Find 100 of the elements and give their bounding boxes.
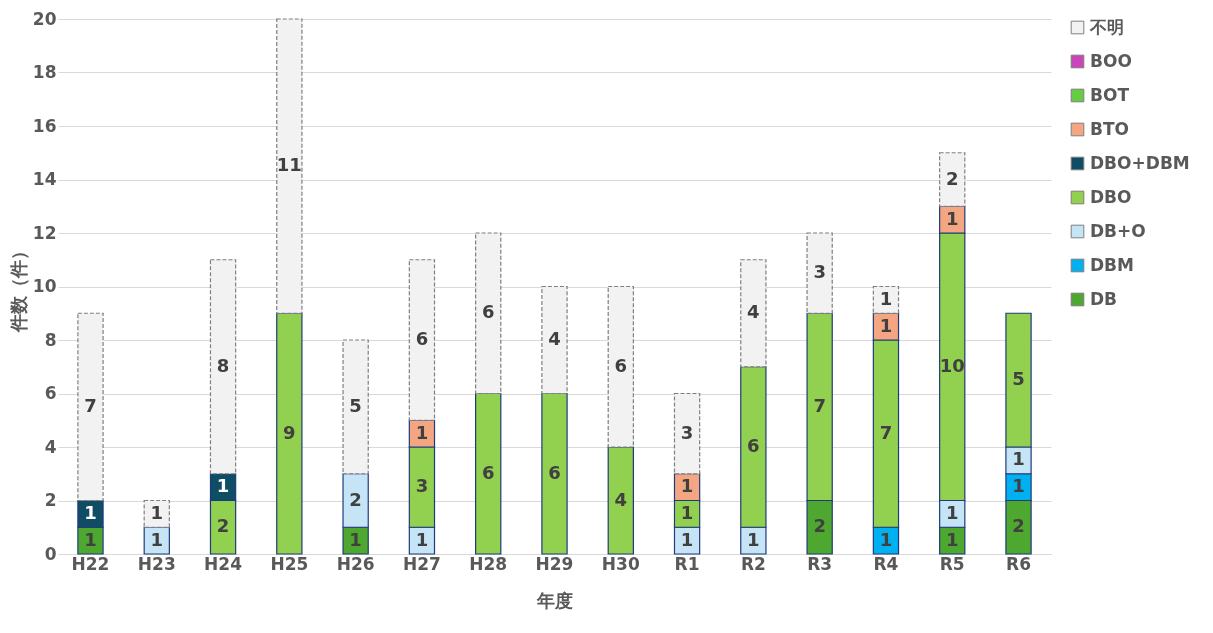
legend-label: BOO — [1090, 50, 1132, 71]
x-tick-label: R4 — [873, 553, 899, 574]
legend-label: DB+O — [1090, 220, 1146, 241]
x-tick-label: H25 — [270, 553, 309, 574]
bar — [806, 232, 833, 314]
data-label: 6 — [614, 354, 628, 376]
data-label: 1 — [349, 528, 362, 550]
data-label: 9 — [283, 421, 296, 443]
data-label: 5 — [349, 394, 362, 416]
data-label: 1 — [879, 287, 893, 309]
data-label: 1 — [747, 528, 760, 550]
legend-label: DBM — [1090, 254, 1134, 275]
data-label: 6 — [481, 461, 495, 483]
x-tick-label: R5 — [939, 553, 965, 574]
data-label: 10 — [939, 354, 965, 376]
data-label: 3 — [813, 261, 826, 283]
data-label: 1 — [216, 475, 230, 497]
legend-label: BTO — [1090, 118, 1130, 139]
bar — [143, 526, 170, 555]
data-label: 6 — [548, 461, 561, 483]
x-tick-label: H24 — [204, 553, 243, 574]
x-tick-label: R1 — [674, 553, 700, 574]
data-label: 5 — [1012, 368, 1025, 390]
bar — [276, 312, 303, 555]
y-tick-label: 0 — [44, 543, 57, 564]
x-tick-label: H27 — [402, 553, 441, 574]
data-label: 1 — [1012, 448, 1025, 470]
data-label: 3 — [680, 421, 694, 443]
y-tick-label: 4 — [44, 436, 57, 457]
x-tick-label: R2 — [740, 553, 766, 574]
data-label: 2 — [349, 488, 362, 510]
data-label: 2 — [1012, 515, 1025, 537]
legend-label: DBO — [1090, 186, 1132, 207]
x-tick-label: R3 — [807, 553, 833, 574]
bar — [541, 392, 568, 555]
x-tick-label: H30 — [601, 553, 640, 574]
data-label: 1 — [415, 528, 429, 550]
x-tick-label: H29 — [535, 553, 574, 574]
data-label: 1 — [1012, 475, 1025, 497]
data-label: 4 — [548, 328, 561, 349]
data-label: 6 — [481, 301, 495, 323]
data-label: 1 — [945, 528, 959, 550]
data-label: 1 — [879, 314, 893, 336]
y-tick-label: 12 — [32, 222, 57, 243]
y-tick-label: 16 — [32, 115, 57, 136]
data-label: 4 — [747, 301, 760, 323]
data-label: 7 — [879, 421, 893, 443]
data-label: 1 — [680, 501, 694, 523]
data-label: 11 — [276, 154, 302, 176]
data-label: 7 — [84, 394, 97, 416]
bar — [541, 285, 568, 395]
data-label: 6 — [747, 435, 760, 456]
bar — [408, 259, 436, 421]
x-axis-title: 年度 — [536, 589, 573, 611]
data-label: 2 — [813, 515, 826, 537]
data-label: 1 — [945, 501, 959, 523]
data-label: 1 — [150, 501, 164, 523]
y-tick-label: 18 — [32, 62, 57, 82]
y-tick-label: 20 — [32, 8, 57, 29]
bar — [607, 285, 634, 448]
bar — [475, 392, 502, 555]
data-label: 2 — [945, 167, 959, 189]
data-label: 1 — [879, 528, 893, 550]
data-label: 3 — [415, 475, 429, 497]
x-tick-label: H23 — [137, 553, 176, 574]
y-tick-label: 14 — [32, 169, 57, 189]
data-label: 7 — [813, 394, 826, 416]
y-tick-label: 8 — [44, 329, 57, 350]
legend-label: 不明 — [1089, 16, 1124, 37]
bar — [939, 152, 966, 207]
bar — [475, 232, 502, 395]
data-label: 1 — [680, 475, 694, 497]
legend-label: DB — [1090, 288, 1118, 309]
legend-label: DBO+DBM — [1090, 152, 1190, 173]
data-label: 1 — [84, 501, 97, 523]
data-label: 1 — [945, 207, 959, 229]
x-tick-label: H26 — [336, 553, 375, 574]
bar — [276, 18, 303, 314]
data-label: 4 — [614, 488, 628, 510]
x-tick-label: H22 — [71, 553, 110, 574]
bar — [77, 312, 104, 502]
x-tick-label: R6 — [1006, 553, 1031, 574]
bar — [607, 446, 634, 555]
data-label: 8 — [216, 354, 230, 376]
data-label: 6 — [415, 328, 429, 349]
bar — [209, 259, 237, 475]
data-label: 1 — [415, 421, 429, 443]
x-tick-label: H28 — [469, 553, 508, 574]
bar — [673, 392, 701, 475]
y-tick-label: 10 — [32, 276, 57, 296]
y-axis-title: 件数（件） — [7, 242, 29, 333]
data-label: 2 — [216, 515, 230, 537]
data-label: 1 — [680, 528, 694, 550]
y-tick-label: 6 — [44, 383, 57, 403]
bar — [342, 339, 369, 475]
data-label: 1 — [150, 528, 164, 550]
data-label: 1 — [84, 528, 97, 550]
y-tick-label: 2 — [44, 490, 57, 510]
legend-label: BOT — [1090, 84, 1130, 105]
bar — [740, 259, 767, 368]
